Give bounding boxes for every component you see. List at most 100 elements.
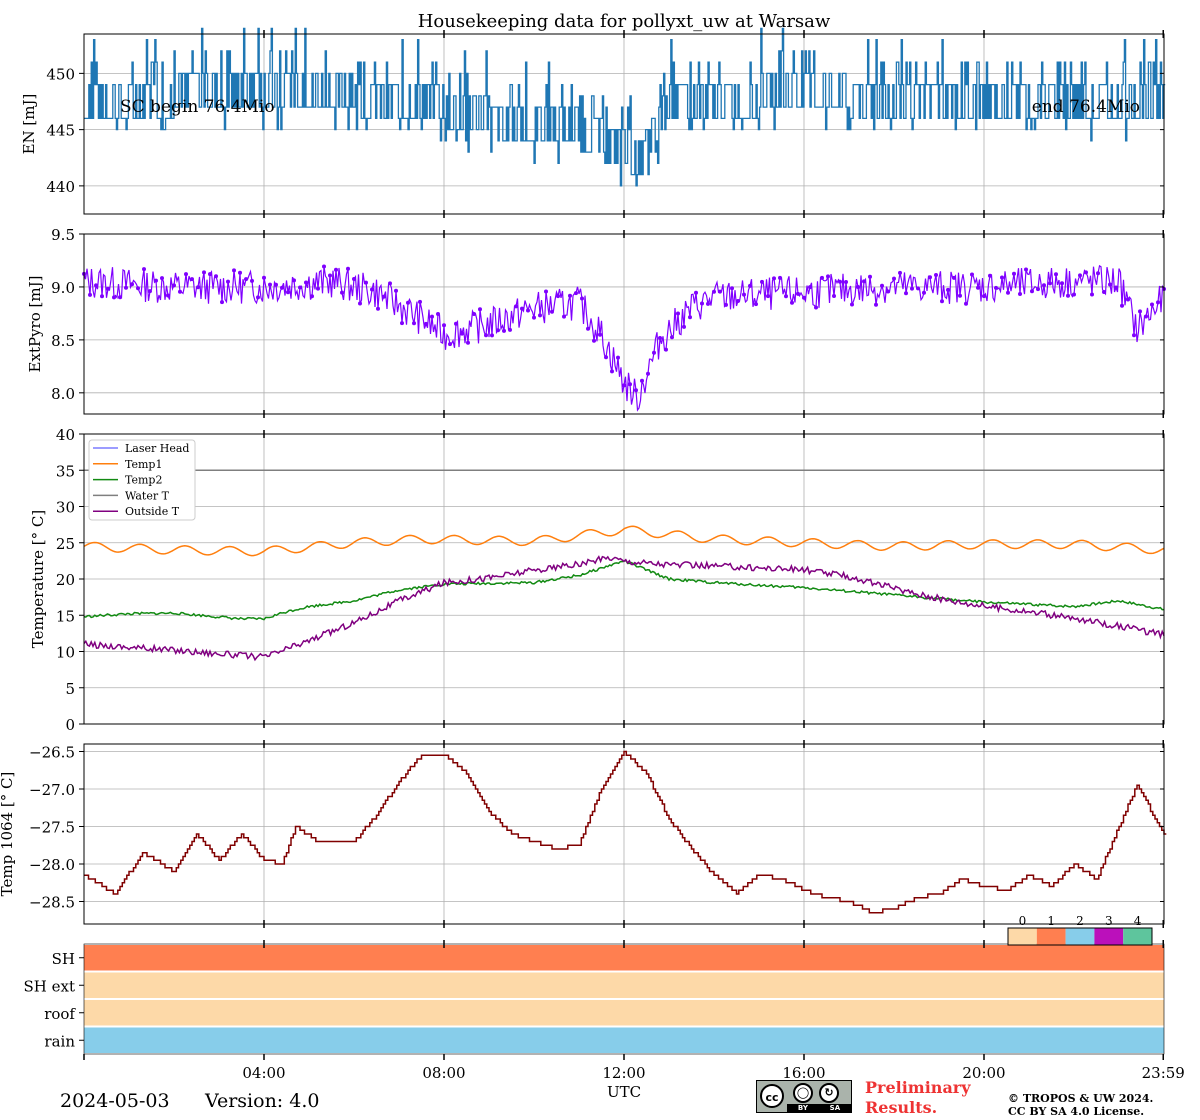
- series-extpyro-point: [214, 274, 218, 279]
- series-extpyro-point: [664, 347, 668, 352]
- series-extpyro-point: [526, 308, 530, 313]
- colorbar-tick-label: 2: [1076, 914, 1084, 928]
- series-extpyro-point: [1048, 281, 1052, 286]
- y-tick-label: −28.0: [29, 856, 75, 874]
- license-strip: BY SA: [787, 1104, 851, 1113]
- series-extpyro-point: [610, 369, 614, 374]
- series-extpyro-point: [778, 275, 782, 280]
- series-extpyro-point: [394, 288, 398, 293]
- person-icon: ◯: [793, 1083, 813, 1103]
- series-extpyro-point: [358, 301, 362, 306]
- series-temp1064-line: [84, 750, 1167, 914]
- series-extpyro-point: [502, 328, 506, 333]
- series-extpyro-point: [1030, 289, 1034, 294]
- series-extpyro-point: [1126, 297, 1130, 302]
- series-extpyro-point: [598, 332, 602, 337]
- series-extpyro-point: [148, 289, 152, 294]
- series-extpyro-point: [460, 331, 464, 336]
- series-extpyro-point: [910, 286, 914, 291]
- y-tick-label: −27.5: [29, 819, 75, 837]
- series-extpyro-point: [838, 279, 842, 284]
- series-extpyro-point: [904, 291, 908, 296]
- series-extpyro-point: [766, 294, 770, 299]
- series-extpyro-point: [1150, 302, 1154, 307]
- series-extpyro-point: [1024, 267, 1028, 272]
- series-extpyro-point: [352, 277, 356, 281]
- series-extpyro-point: [88, 292, 92, 297]
- series-extpyro-point: [112, 295, 116, 300]
- series-extpyro-point: [988, 273, 992, 278]
- series-extpyro-point: [430, 314, 434, 319]
- series-extpyro-point: [100, 294, 104, 299]
- series-extpyro-point: [412, 321, 416, 326]
- series-extpyro-point: [1102, 290, 1106, 294]
- panel-1: [79, 230, 1166, 418]
- y-tick-label: 25: [56, 535, 75, 553]
- series-extpyro-point: [1054, 272, 1058, 277]
- series-extpyro-point: [250, 278, 254, 283]
- series-extpyro-point: [556, 294, 560, 299]
- cc-logo: cc: [760, 1084, 784, 1108]
- series-extpyro-point: [1042, 283, 1046, 288]
- y-tick-label: −27.0: [29, 781, 75, 799]
- series-extpyro-point: [796, 291, 800, 296]
- series-extpyro-point: [256, 295, 260, 300]
- series-extpyro-point: [712, 289, 716, 294]
- series-extpyro-point: [532, 315, 536, 320]
- series-extpyro-point: [136, 286, 140, 291]
- series-extpyro-point: [652, 350, 656, 355]
- series-extpyro-point: [1108, 282, 1112, 287]
- series-extpyro-point: [448, 342, 452, 347]
- panel-0: [79, 27, 1166, 218]
- series-extpyro-point: [178, 289, 182, 294]
- series-extpyro-point: [1060, 281, 1064, 286]
- series-extpyro-point: [994, 285, 998, 290]
- series-extpyro-point: [550, 309, 554, 314]
- series-extpyro-point: [406, 300, 410, 305]
- series-extpyro-point: [484, 333, 488, 338]
- series-extpyro-point: [490, 333, 494, 338]
- legend-entry: Temp1: [125, 458, 162, 471]
- colorbar-tick-label: 0: [1019, 914, 1027, 928]
- series-extpyro-point: [400, 321, 404, 326]
- series-extpyro-point: [640, 378, 644, 383]
- y-axis-label: Temperature [° C]: [29, 510, 47, 649]
- series-extpyro-point: [646, 371, 650, 376]
- y-tick-label: 5: [65, 680, 75, 698]
- series-extpyro-point: [1120, 303, 1124, 308]
- series-extpyro-point: [592, 338, 596, 343]
- series-extpyro-point: [688, 315, 692, 320]
- series-extpyro-point: [190, 277, 194, 282]
- series-en-line: [84, 27, 1166, 187]
- series-extpyro-point: [580, 296, 584, 301]
- series-extpyro-point: [874, 302, 878, 307]
- series-extpyro-point: [382, 294, 386, 299]
- y-tick-label: 20: [56, 571, 75, 589]
- series-extpyro-point: [832, 294, 836, 298]
- x-tick-label: 12:00: [602, 1064, 645, 1082]
- copyright-note: © TROPOS & UW 2024. CC BY SA 4.0 License…: [1008, 1092, 1153, 1118]
- panel-3: [79, 740, 1167, 928]
- series-temp1-line: [83, 525, 1165, 557]
- preliminary-results-note: Preliminary Results.: [865, 1078, 971, 1118]
- series-extpyro-point: [424, 321, 428, 326]
- y-tick-label: 30: [56, 499, 75, 517]
- y-tick-label: 40: [56, 426, 75, 444]
- series-extpyro-point: [754, 302, 758, 307]
- series-extpyro-point: [634, 388, 638, 393]
- series-extpyro-point: [520, 306, 524, 311]
- series-extpyro-point: [892, 276, 896, 281]
- series-extpyro-point: [1006, 290, 1010, 295]
- cc-license-badge: cc ◯ ↻ BY SA: [756, 1080, 852, 1113]
- share-alike-icon: ↻: [819, 1083, 839, 1103]
- series-extpyro-point: [508, 327, 512, 332]
- series-extpyro-point: [244, 277, 248, 282]
- series-extpyro-point: [376, 306, 380, 311]
- series-extpyro-point: [454, 321, 458, 326]
- annotation-begin: SC begin 76.4Mio: [120, 97, 275, 117]
- series-extpyro-point: [172, 283, 176, 288]
- legend-entry: Outside T: [125, 505, 180, 518]
- series-extpyro-point: [220, 300, 224, 305]
- series-extpyro-point: [328, 273, 332, 278]
